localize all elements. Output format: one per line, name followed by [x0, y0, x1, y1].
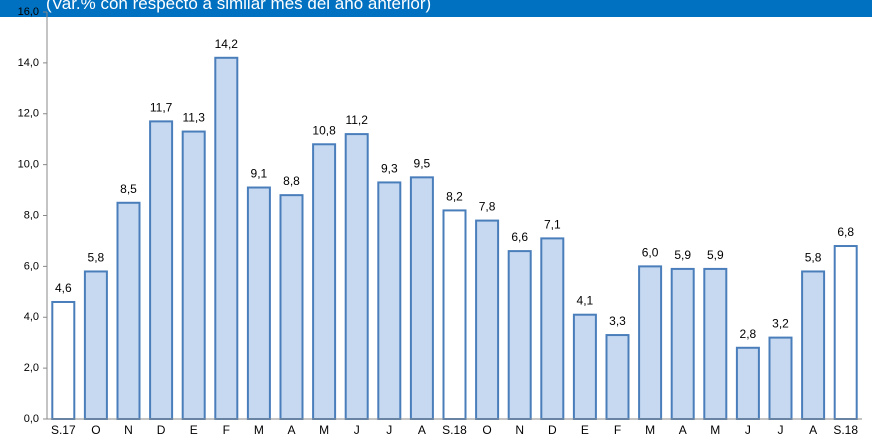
x-tick-label: O: [91, 423, 100, 437]
bar: [51, 300, 76, 420]
bar: [246, 186, 271, 420]
y-tick-label: 8,0: [24, 209, 39, 221]
bar: [540, 237, 565, 420]
x-tick-label: J: [745, 423, 751, 437]
x-tick-label: E: [190, 423, 198, 437]
data-label: 9,3: [381, 161, 398, 175]
bar: [409, 176, 434, 420]
x-tick-label: M: [645, 423, 655, 437]
y-tick-label: 14,0: [18, 57, 39, 69]
header-band: [0, 0, 872, 17]
bar: [312, 143, 337, 420]
y-tick-label: 16,0: [18, 6, 39, 18]
data-label: 14,2: [215, 37, 239, 51]
data-label: 3,3: [609, 314, 626, 328]
x-tick-label: M: [319, 423, 329, 437]
bar: [670, 267, 695, 421]
data-label: 4,1: [577, 294, 594, 308]
bar: [83, 270, 108, 420]
y-tick-label: 0,0: [24, 413, 39, 425]
data-label: 10,8: [312, 123, 336, 137]
data-label: 7,1: [544, 217, 561, 231]
bar: [475, 219, 500, 420]
data-label: 9,1: [251, 167, 268, 181]
bar: [116, 201, 141, 420]
x-tick-label: F: [614, 423, 621, 437]
data-label: 5,8: [88, 250, 105, 264]
data-label: 8,8: [283, 174, 300, 188]
data-label: 7,8: [479, 200, 496, 214]
data-label: 9,5: [414, 156, 431, 170]
bar: [638, 265, 663, 420]
y-tick-label: 4,0: [24, 311, 39, 323]
data-label: 8,5: [120, 182, 137, 196]
y-tick-label: 2,0: [24, 362, 39, 374]
bar: [279, 194, 304, 420]
x-tick-label: J: [386, 423, 392, 437]
bar: [605, 334, 630, 420]
y-tick-label: 12,0: [18, 108, 39, 120]
chart-title: (Var.% con respecto a similar mes del añ…: [46, 0, 431, 13]
bar: [181, 130, 206, 420]
bar: [572, 313, 597, 420]
data-label: 6,0: [642, 245, 659, 259]
data-label: 3,2: [772, 317, 789, 331]
bar: [833, 245, 858, 420]
bar: [768, 336, 793, 421]
x-tick-label: A: [287, 423, 295, 437]
bar: [214, 56, 239, 420]
x-tick-label: M: [710, 423, 720, 437]
x-tick-label: O: [482, 423, 491, 437]
data-label: 5,9: [674, 248, 691, 262]
data-label: 6,6: [511, 230, 528, 244]
x-tick-label: S.18: [442, 423, 467, 437]
data-label: 6,8: [837, 225, 854, 239]
x-tick-label: J: [778, 423, 784, 437]
x-tick-label: S.17: [51, 423, 76, 437]
bar: [344, 133, 369, 420]
data-label: 8,2: [446, 189, 463, 203]
bar: [149, 120, 174, 420]
bar: [703, 267, 728, 421]
x-tick-label: S.18: [833, 423, 858, 437]
bar: [442, 209, 467, 420]
y-tick-label: 10,0: [18, 159, 39, 171]
data-label: 11,2: [345, 113, 368, 127]
x-tick-label: A: [418, 423, 426, 437]
x-tick-label: J: [354, 423, 360, 437]
data-label: 5,8: [805, 250, 822, 264]
x-tick-label: A: [809, 423, 817, 437]
x-tick-label: M: [254, 423, 264, 437]
y-tick-label: 6,0: [24, 260, 39, 272]
x-tick-label: F: [223, 423, 230, 437]
data-label: 5,9: [707, 248, 724, 262]
x-tick-label: D: [548, 423, 557, 437]
x-tick-label: E: [581, 423, 589, 437]
bar: [377, 181, 402, 420]
data-label: 2,8: [740, 327, 757, 341]
data-label: 11,3: [182, 111, 205, 125]
bar: [507, 250, 532, 420]
bar: [801, 270, 826, 420]
data-label: 11,7: [150, 100, 173, 114]
bar: [735, 346, 760, 420]
x-tick-label: N: [124, 423, 133, 437]
x-tick-label: A: [679, 423, 687, 437]
x-tick-label: N: [515, 423, 524, 437]
data-label: 4,6: [55, 281, 72, 295]
x-tick-label: D: [157, 423, 166, 437]
